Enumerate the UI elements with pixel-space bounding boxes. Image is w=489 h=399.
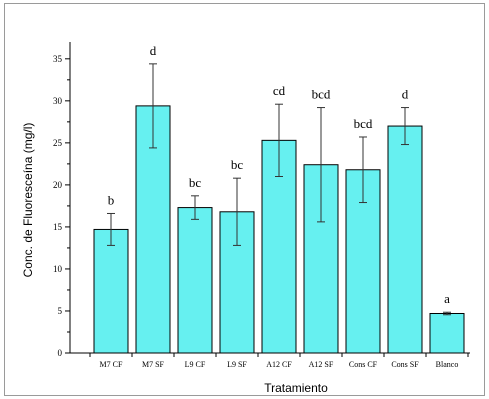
x-tick-label: M7 CF bbox=[100, 360, 123, 369]
y-tick-label: 0 bbox=[58, 348, 63, 358]
significance-letter: d bbox=[402, 87, 409, 102]
significance-letter: bc bbox=[231, 157, 244, 172]
error-bars-group bbox=[107, 63, 451, 316]
y-ticks-group: 0 5 10 15 20 25 30 35 bbox=[53, 54, 70, 358]
x-tick-label: L9 CF bbox=[185, 360, 206, 369]
x-tick-label: Cons SF bbox=[391, 360, 419, 369]
bar-m7-cf bbox=[93, 228, 129, 354]
y-tick-label: 5 bbox=[58, 306, 63, 316]
y-tick-label: 30 bbox=[53, 96, 63, 106]
significance-labels-group: b d bc bc cd bcd bcd d a bbox=[108, 43, 450, 306]
significance-letter: bc bbox=[189, 175, 202, 190]
bar-l9-cf bbox=[177, 207, 213, 354]
x-tick-label: Cons CF bbox=[349, 360, 378, 369]
x-axis-title: Tratamiento bbox=[264, 381, 328, 395]
y-tick-label: 25 bbox=[53, 138, 63, 148]
axes-group bbox=[69, 42, 470, 354]
significance-letter: bcd bbox=[312, 87, 331, 102]
y-tick-label: 35 bbox=[53, 54, 63, 64]
significance-letter: a bbox=[444, 291, 450, 306]
y-tick-label: 15 bbox=[53, 222, 63, 232]
x-tick-label: A12 CF bbox=[266, 360, 292, 369]
y-tick-label: 10 bbox=[53, 264, 63, 274]
x-tick-label: Blanco bbox=[436, 360, 459, 369]
significance-letter: bcd bbox=[354, 116, 373, 131]
x-ticks-group: M7 CF M7 SF L9 CF L9 SF A12 CF A12 SF Cons CF C… bbox=[89, 353, 469, 369]
x-tick-label: L9 SF bbox=[227, 360, 247, 369]
x-tick-label: A12 SF bbox=[309, 360, 334, 369]
x-tick-label: M7 SF bbox=[142, 360, 165, 369]
y-tick-label: 20 bbox=[53, 180, 63, 190]
significance-letter: cd bbox=[273, 83, 286, 98]
bar-cons-sf bbox=[387, 125, 423, 354]
bar-blanco bbox=[429, 312, 465, 354]
significance-letter: d bbox=[150, 43, 157, 58]
significance-letter: b bbox=[108, 192, 115, 207]
y-axis-title: Conc. de Fluoresceína (mg/l) bbox=[21, 123, 35, 278]
